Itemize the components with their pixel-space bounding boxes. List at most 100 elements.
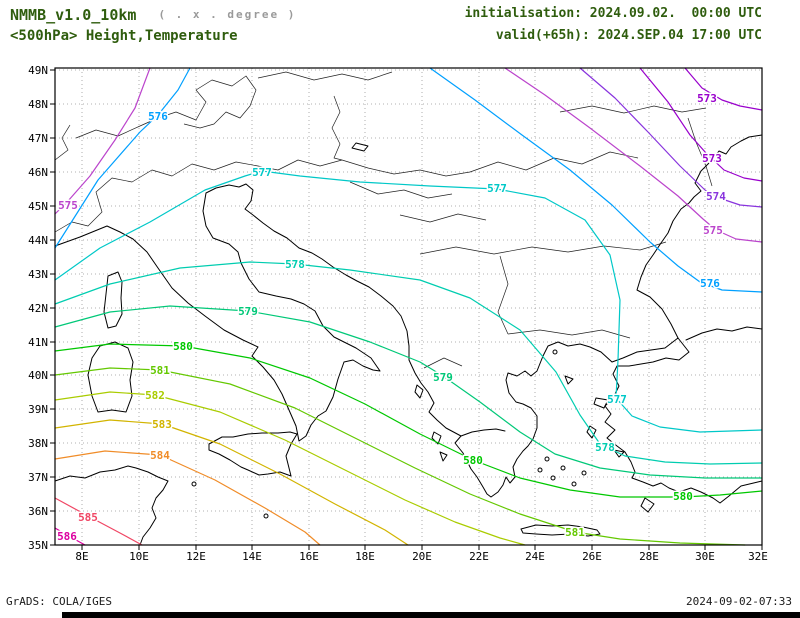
contour-577-line	[54, 170, 763, 433]
contour-583-line	[54, 419, 409, 546]
island-corsica	[103, 271, 123, 329]
contour-579-line	[54, 305, 763, 479]
contour-label: 580	[463, 454, 483, 467]
lat-tick-label: 36N	[28, 505, 48, 518]
lat-tick-label: 38N	[28, 437, 48, 450]
coastline-black-sea-west	[636, 134, 763, 339]
coastline-italy-adriatic-greece-turkey	[54, 183, 763, 504]
lon-tick-label: 22E	[469, 550, 489, 563]
island-thasos	[552, 349, 558, 355]
lat-tick-label: 37N	[28, 471, 48, 484]
header-row-2: <500hPa> Height,Temperature valid(+65h):…	[10, 24, 762, 44]
map-frame	[54, 67, 763, 546]
contour-576-northwest	[54, 67, 191, 249]
initialisation-time: initialisation: 2024.09.02. 00:00 UTC	[464, 6, 762, 21]
country-borders-alps	[54, 71, 393, 233]
contour-label: 579	[238, 305, 258, 318]
contour-label: 577	[607, 393, 627, 406]
island-dot	[581, 470, 587, 476]
grads-credit: GrADS: COLA/IGES	[6, 595, 112, 608]
contour-578-line	[54, 261, 763, 465]
island-rhodes	[640, 497, 655, 513]
lat-tick-label: 35N	[28, 539, 48, 552]
contour-576-northeast	[429, 67, 763, 293]
lat-tick-label: 42N	[28, 302, 48, 315]
contour-label: 586	[57, 530, 77, 543]
contour-580-line	[54, 343, 763, 498]
island-kefalonia	[431, 431, 442, 445]
island-lesbos	[593, 397, 609, 409]
header-left-1: NMMB_v1.0_10km ( . x . degree )	[10, 6, 296, 24]
contour-581-line	[54, 367, 746, 546]
contour-label: 578	[285, 258, 305, 271]
contour-label: 577	[252, 166, 272, 179]
lat-tick-label: 43N	[28, 268, 48, 281]
contour-label: 580	[673, 490, 693, 503]
lon-tick-label: 26E	[582, 550, 602, 563]
contour-label: 583	[152, 418, 172, 431]
small-islands-cyclades	[191, 349, 587, 519]
island-dot	[544, 456, 550, 462]
lon-tick-label: 30E	[695, 550, 715, 563]
contour-label: 575	[703, 224, 723, 237]
lon-tick-label: 18E	[355, 550, 375, 563]
valid-time: valid(+65h): 2024.SEP.04 17:00 UTC	[495, 28, 762, 43]
lon-tick-label: 8E	[75, 550, 88, 563]
island-sicily	[208, 431, 298, 477]
island-zakynthos	[439, 451, 448, 462]
lat-tick-label: 45N	[28, 200, 48, 213]
contour-585-line	[54, 497, 143, 546]
island-pantelleria	[191, 481, 197, 487]
island-dot	[571, 481, 577, 487]
contour-label: 573	[697, 92, 717, 105]
contour-label: 579	[433, 371, 453, 384]
bottom-bar	[62, 612, 800, 618]
lon-tick-label: 32E	[748, 550, 768, 563]
contour-573-inner	[684, 67, 763, 111]
lat-tick-label: 39N	[28, 403, 48, 416]
country-borders-pannonia	[331, 95, 667, 369]
contour-582-line	[54, 391, 526, 546]
island-sardinia	[87, 341, 134, 413]
island-chios	[586, 425, 597, 439]
lat-tick-label: 44N	[28, 234, 48, 247]
lon-tick-label: 20E	[412, 550, 432, 563]
lon-tick-label: 14E	[242, 550, 262, 563]
contour-label: 574	[706, 190, 726, 203]
lat-tick-label: 40N	[28, 369, 48, 382]
contour-586-line	[54, 527, 86, 546]
lon-tick-label: 24E	[525, 550, 545, 563]
island-lemnos	[564, 375, 574, 385]
contour-label: 585	[78, 511, 98, 524]
coastline-gulf-of-corinth	[460, 428, 506, 437]
field-title: <500hPa> Height,Temperature	[10, 28, 238, 44]
lon-tick-label: 12E	[186, 550, 206, 563]
plot-header: NMMB_v1.0_10km ( . x . degree ) initiali…	[10, 6, 762, 44]
contour-label: 576	[148, 110, 168, 123]
axis-tick-marks	[50, 69, 763, 550]
contour-label: 581	[150, 364, 170, 377]
lon-tick-label: 16E	[299, 550, 319, 563]
lat-tick-label: 46N	[28, 166, 48, 179]
contour-575-northwest	[54, 67, 151, 215]
island-crete	[520, 524, 601, 537]
contour-label: 575	[58, 199, 78, 212]
creation-timestamp: 2024-09-02-07:33	[686, 595, 792, 608]
coastline-turkey-north	[685, 326, 763, 341]
island-dot	[550, 475, 556, 481]
model-title: NMMB_v1.0_10km	[10, 6, 137, 24]
contour-573-outer	[639, 67, 763, 182]
contour-label: 578	[595, 441, 615, 454]
lake-balaton	[351, 142, 369, 152]
country-borders-northeast	[469, 105, 713, 187]
contour-label: 580	[173, 340, 193, 353]
island-dot	[560, 465, 566, 471]
contour-574-line	[579, 67, 763, 208]
contour-label: 584	[150, 449, 170, 462]
lat-tick-label: 47N	[28, 132, 48, 145]
contour-584-line	[54, 450, 321, 546]
lat-tick-label: 41N	[28, 336, 48, 349]
island-dot	[537, 467, 543, 473]
